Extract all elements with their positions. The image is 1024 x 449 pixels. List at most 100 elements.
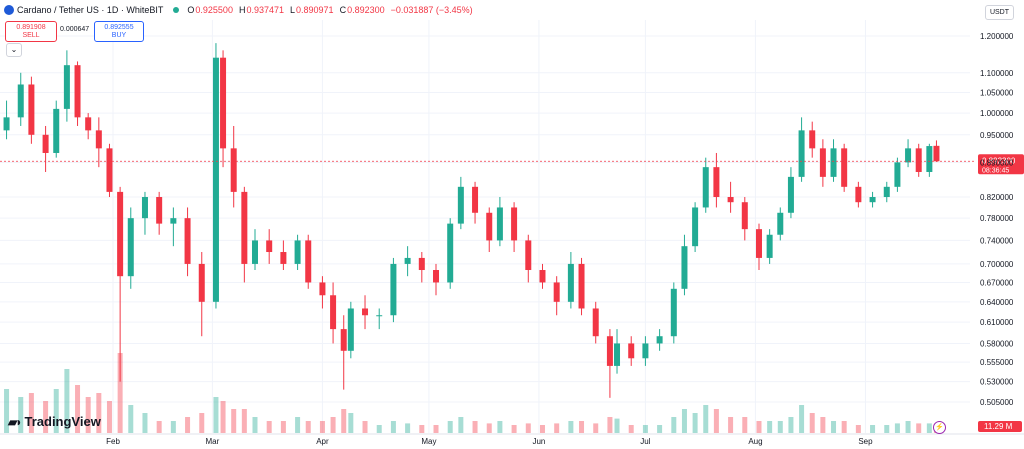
volume-bar <box>681 409 687 433</box>
volume-bar <box>43 401 49 433</box>
sell-price: 0.891908 <box>16 23 46 31</box>
candle <box>305 234 312 289</box>
bar-countdown: 08:36:45 <box>982 167 1009 174</box>
buy-button[interactable]: 0.892555 BUY <box>94 21 144 42</box>
candle <box>692 202 699 253</box>
volume-bar <box>18 397 24 433</box>
volume-bar <box>554 423 560 433</box>
volume-bar <box>657 425 663 433</box>
grid <box>0 20 970 433</box>
candle <box>841 143 848 192</box>
candle <box>347 301 354 359</box>
candle <box>614 329 621 374</box>
collapse-chevron-icon[interactable]: ⌄ <box>6 43 22 57</box>
candle <box>433 263 440 296</box>
price-tick-label: 0.950000 <box>980 131 1014 140</box>
candle <box>117 186 124 382</box>
open-value: 0.925500 <box>195 5 233 15</box>
candle <box>496 197 503 247</box>
time-tick-label: May <box>421 437 436 446</box>
volume-bar <box>295 417 301 433</box>
candle <box>567 252 574 309</box>
volume-bar <box>607 417 613 433</box>
candles <box>3 43 940 398</box>
volume-bar <box>458 417 464 433</box>
candle <box>670 282 677 344</box>
candle <box>390 257 397 323</box>
price-tick-label: 0.740000 <box>980 236 1014 245</box>
price-tick-label: 0.530000 <box>980 378 1014 387</box>
time-tick-label: Jun <box>532 437 545 446</box>
time-tick-label: Mar <box>206 437 220 446</box>
candle <box>539 263 546 289</box>
candle <box>85 113 92 140</box>
candle <box>447 218 454 289</box>
volume-bar <box>728 417 734 433</box>
volume-bar <box>926 423 932 433</box>
price-tick-label: 0.700000 <box>980 260 1014 269</box>
volume-bar <box>156 421 162 433</box>
volume-bar <box>390 421 396 433</box>
tradingview-logo: ▰◗ TradingView <box>8 414 101 429</box>
price-tick-label: 0.555000 <box>980 358 1014 367</box>
candle <box>830 139 837 182</box>
candle <box>42 125 49 172</box>
last-price-line: 0.892300 08:36:45 11.29 M <box>0 154 1024 432</box>
high-label: H <box>238 5 246 15</box>
candle <box>198 252 205 337</box>
volume-bar <box>472 421 478 433</box>
candle <box>553 276 560 316</box>
candle <box>3 100 10 140</box>
tradingview-mark-icon: ▰◗ <box>8 414 23 429</box>
candle <box>251 229 258 271</box>
volume-bar <box>820 417 826 433</box>
candle <box>362 295 369 330</box>
candle <box>915 143 922 177</box>
volume-bar <box>870 425 876 433</box>
volume-bar <box>106 401 112 433</box>
volume-bar <box>713 409 719 433</box>
currency-selector[interactable]: USDT <box>984 5 1014 20</box>
buy-label: BUY <box>111 31 127 39</box>
volume-bar <box>799 405 805 433</box>
candle <box>798 117 805 182</box>
price-tick-label: 1.000000 <box>980 109 1014 118</box>
lightning-icon[interactable]: ⚡ <box>933 421 946 434</box>
volume-bar <box>85 397 91 433</box>
candle <box>926 143 933 177</box>
volume-bar <box>64 369 70 433</box>
volume-bar <box>497 421 503 433</box>
candle <box>606 329 613 398</box>
candle <box>106 143 113 198</box>
volume-bar <box>305 421 311 433</box>
candle <box>330 282 337 344</box>
volume-bar <box>525 423 531 433</box>
change-value: −0.031887 (−3.45%) <box>390 5 473 15</box>
candle <box>755 223 762 271</box>
symbol-title[interactable]: Cardano / Tether US · 1D · WhiteBIT <box>17 5 164 15</box>
candle <box>628 336 635 366</box>
time-axis[interactable]: Feb Mar Apr May Jun Jul Aug Sep <box>0 433 1024 446</box>
candle <box>809 121 816 158</box>
candle <box>404 246 411 277</box>
volume-bar <box>4 389 10 433</box>
volume-bar <box>593 423 599 433</box>
volume-bar <box>75 385 81 433</box>
volume-bar <box>884 425 890 433</box>
close-value: 0.892300 <box>347 5 385 15</box>
volume-bar <box>53 389 59 433</box>
candle <box>241 186 248 283</box>
candle <box>578 257 585 316</box>
volume-bar <box>213 397 219 433</box>
price-axis[interactable]: 1.200000 1.100000 1.050000 1.000000 0.950000… <box>980 32 1014 407</box>
candle <box>170 207 177 247</box>
volume-bar <box>628 425 634 433</box>
candle <box>53 100 60 158</box>
volume-bar <box>266 421 272 433</box>
volume-bar <box>855 425 861 433</box>
sell-button[interactable]: 0.891908 SELL <box>5 21 57 42</box>
candle <box>741 197 748 241</box>
volume-bar <box>185 417 191 433</box>
candle <box>486 207 493 253</box>
